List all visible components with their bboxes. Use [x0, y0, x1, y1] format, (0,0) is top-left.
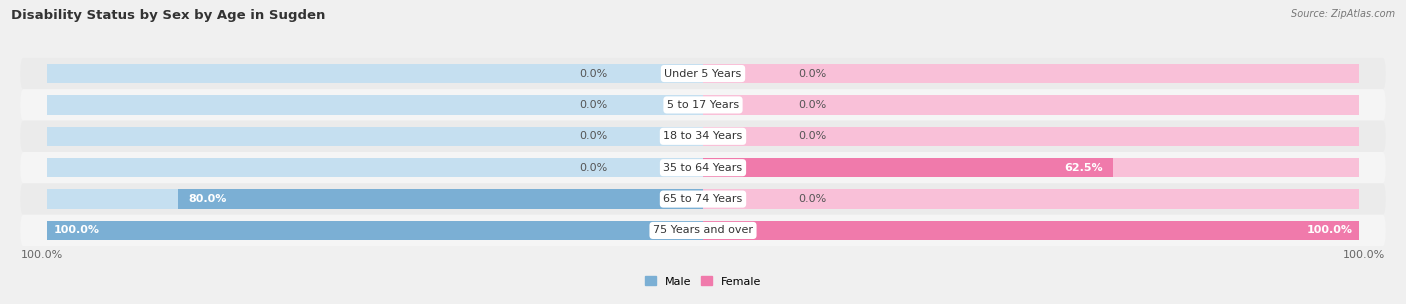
Bar [46, 158, 703, 178]
Text: 100.0%: 100.0% [53, 226, 100, 236]
Bar [46, 64, 703, 83]
Text: Disability Status by Sex by Age in Sugden: Disability Status by Sex by Age in Sugde… [11, 9, 326, 22]
FancyBboxPatch shape [20, 152, 1386, 183]
Bar [46, 189, 703, 209]
Text: 18 to 34 Years: 18 to 34 Years [664, 131, 742, 141]
Text: Source: ZipAtlas.com: Source: ZipAtlas.com [1291, 9, 1395, 19]
Bar [703, 126, 1360, 146]
Text: 75 Years and over: 75 Years and over [652, 226, 754, 236]
Text: 0.0%: 0.0% [579, 163, 607, 173]
Text: 0.0%: 0.0% [799, 68, 827, 78]
Text: 80.0%: 80.0% [188, 194, 226, 204]
Text: 5 to 17 Years: 5 to 17 Years [666, 100, 740, 110]
Bar [46, 221, 703, 240]
Text: 65 to 74 Years: 65 to 74 Years [664, 194, 742, 204]
Text: 0.0%: 0.0% [579, 100, 607, 110]
Bar [46, 221, 703, 240]
Text: Under 5 Years: Under 5 Years [665, 68, 741, 78]
Text: 0.0%: 0.0% [799, 131, 827, 141]
Bar [703, 95, 1360, 115]
Bar [703, 189, 1360, 209]
Bar [703, 64, 1360, 83]
Bar [179, 189, 703, 209]
Bar [703, 221, 1360, 240]
FancyBboxPatch shape [20, 58, 1386, 89]
Text: 0.0%: 0.0% [799, 194, 827, 204]
Text: 62.5%: 62.5% [1064, 163, 1104, 173]
Bar [46, 95, 703, 115]
Text: 0.0%: 0.0% [799, 100, 827, 110]
FancyBboxPatch shape [20, 89, 1386, 121]
Legend: Male, Female: Male, Female [645, 276, 761, 287]
FancyBboxPatch shape [20, 121, 1386, 152]
Text: 100.0%: 100.0% [1343, 250, 1385, 260]
Text: 35 to 64 Years: 35 to 64 Years [664, 163, 742, 173]
Bar [703, 158, 1360, 178]
FancyBboxPatch shape [20, 215, 1386, 246]
Text: 100.0%: 100.0% [1306, 226, 1353, 236]
Text: 100.0%: 100.0% [21, 250, 63, 260]
Bar [703, 158, 1114, 178]
FancyBboxPatch shape [20, 183, 1386, 215]
Text: 0.0%: 0.0% [579, 68, 607, 78]
Bar [46, 126, 703, 146]
Bar [703, 221, 1360, 240]
Text: 0.0%: 0.0% [579, 131, 607, 141]
